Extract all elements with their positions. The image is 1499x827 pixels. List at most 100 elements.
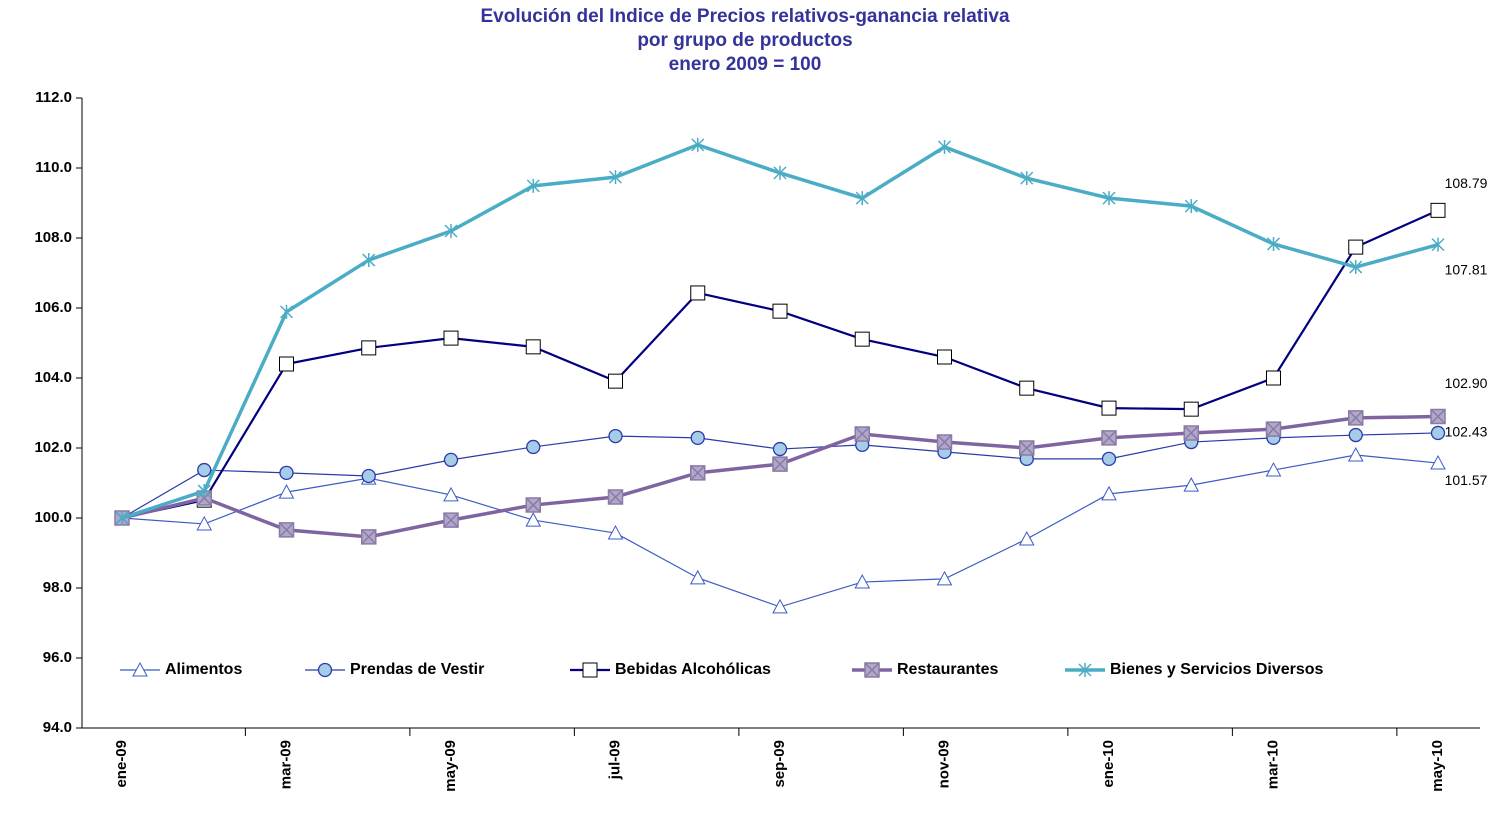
- data-label: 101.57: [1445, 472, 1488, 488]
- marker: [936, 570, 953, 586]
- marker: [525, 512, 542, 527]
- x-tick-label: ene-10: [1100, 740, 1117, 788]
- marker: [443, 486, 459, 502]
- marker: [279, 465, 294, 481]
- marker: [854, 426, 870, 442]
- y-tick-label: 112.0: [35, 89, 72, 106]
- marker: [607, 489, 624, 505]
- marker: [1347, 446, 1364, 462]
- marker: [690, 285, 706, 301]
- legend-item: Prendas de Vestir: [305, 661, 484, 678]
- marker: [1348, 239, 1364, 255]
- marker: [1020, 171, 1034, 186]
- y-tick-label: 100.0: [34, 509, 72, 526]
- marker: [608, 170, 623, 185]
- marker: [444, 224, 458, 238]
- marker: [936, 434, 953, 450]
- legend-item: Alimentos: [120, 661, 242, 678]
- marker: [608, 428, 623, 444]
- marker: [1430, 454, 1446, 470]
- marker: [278, 522, 295, 538]
- marker: [691, 137, 705, 152]
- marker: [937, 349, 952, 365]
- marker: [855, 191, 869, 206]
- marker: [361, 529, 377, 545]
- y-tick-label: 96.0: [43, 649, 72, 666]
- x-tick-label: sep-09: [771, 740, 788, 788]
- legend-item: Bebidas Alcohólicas: [570, 661, 771, 678]
- marker: [1101, 485, 1117, 501]
- marker: [582, 662, 598, 678]
- y-tick-label: 106.0: [34, 299, 72, 316]
- marker: [362, 253, 376, 268]
- marker: [361, 340, 377, 356]
- x-tick-label: mar-09: [277, 740, 294, 789]
- marker: [1183, 425, 1199, 441]
- series-line: [121, 209, 1439, 520]
- y-tick-label: 108.0: [34, 229, 72, 246]
- marker: [1265, 421, 1282, 437]
- series-line: [121, 414, 1439, 539]
- marker: [854, 331, 870, 347]
- marker: [1019, 440, 1035, 456]
- marker: [197, 462, 212, 478]
- x-tick-label: jul-09: [606, 740, 623, 780]
- chart-title: Evolución del Indice de Precios relativo…: [480, 6, 1009, 27]
- marker: [279, 304, 294, 319]
- marker: [1183, 477, 1200, 492]
- marker: [608, 373, 623, 389]
- legend-label: Alimentos: [165, 661, 242, 678]
- marker: [361, 468, 376, 484]
- legend-label: Bienes y Servicios Diversos: [1110, 661, 1324, 678]
- marker: [1349, 260, 1363, 275]
- x-tick-label: nov-09: [935, 740, 952, 788]
- marker: [526, 439, 541, 455]
- marker: [1101, 451, 1117, 467]
- marker: [525, 497, 541, 513]
- marker: [1184, 199, 1198, 214]
- legend-label: Bebidas Alcohólicas: [615, 661, 771, 678]
- marker: [690, 465, 706, 481]
- marker: [197, 484, 211, 499]
- marker: [443, 452, 459, 468]
- marker: [1019, 380, 1035, 396]
- y-tick-label: 94.0: [43, 719, 72, 736]
- marker: [1348, 427, 1363, 443]
- marker: [690, 430, 705, 446]
- marker: [1102, 191, 1116, 206]
- marker: [317, 662, 333, 678]
- y-tick-label: 104.0: [34, 369, 72, 386]
- marker: [443, 512, 459, 528]
- marker: [864, 662, 880, 678]
- marker: [1430, 202, 1446, 218]
- marker: [1018, 530, 1035, 546]
- marker: [937, 140, 952, 154]
- marker: [115, 511, 129, 525]
- marker: [772, 303, 788, 319]
- x-tick-label: may-09: [442, 740, 459, 792]
- marker: [772, 456, 788, 472]
- marker: [1265, 461, 1282, 477]
- y-tick-label: 110.0: [35, 159, 72, 176]
- marker: [279, 356, 294, 372]
- x-tick-label: may-10: [1429, 740, 1446, 792]
- data-label: 108.79: [1445, 175, 1488, 191]
- x-tick-label: ene-09: [113, 740, 130, 788]
- x-tick-label: mar-10: [1264, 740, 1281, 789]
- legend-item: Restaurantes: [852, 661, 998, 678]
- legend-label: Restaurantes: [897, 661, 998, 678]
- chart-title: enero 2009 = 100: [669, 54, 822, 75]
- marker: [1348, 410, 1364, 426]
- marker: [196, 515, 213, 531]
- y-tick-label: 102.0: [34, 439, 72, 456]
- marker: [525, 339, 541, 355]
- marker: [854, 573, 871, 589]
- marker: [443, 330, 459, 346]
- marker: [526, 178, 540, 193]
- data-label: 102.43: [1445, 424, 1488, 440]
- marker: [1266, 370, 1281, 386]
- chart-title: por grupo de productos: [637, 30, 852, 51]
- marker: [1183, 401, 1199, 417]
- marker: [689, 569, 706, 585]
